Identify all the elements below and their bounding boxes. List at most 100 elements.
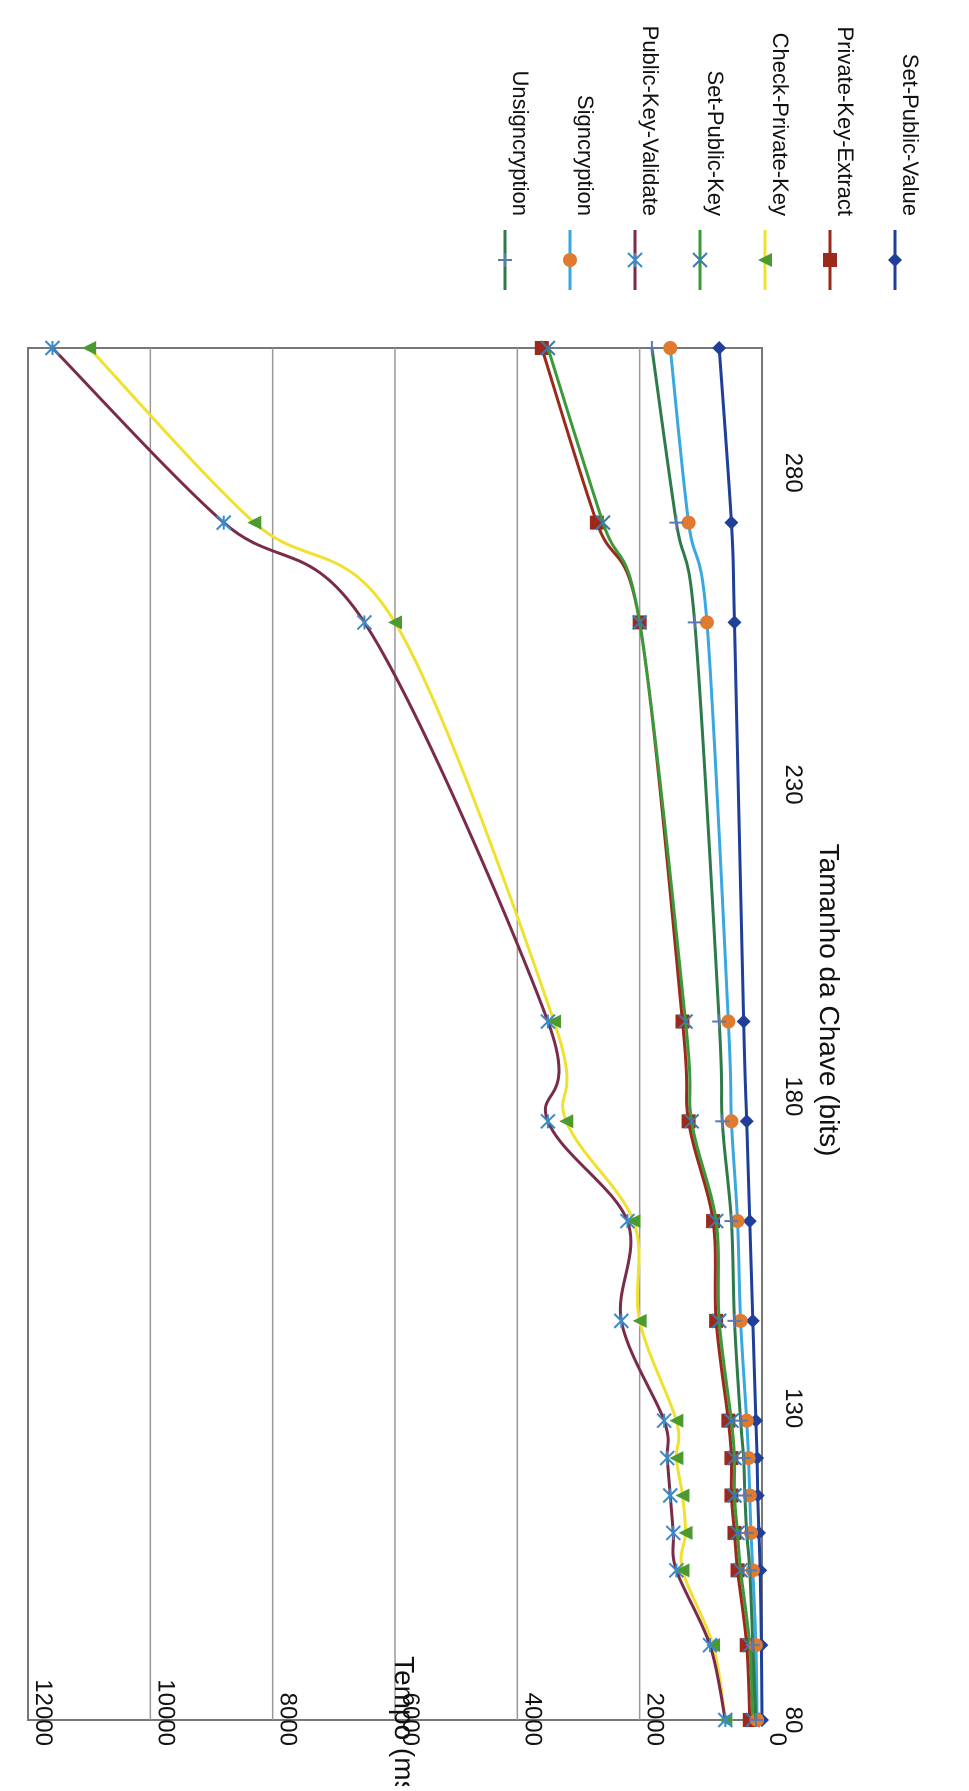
y-tick-label: 6000 bbox=[397, 1693, 424, 1746]
data-point bbox=[737, 1488, 752, 1503]
data-point bbox=[547, 1014, 562, 1029]
legend-item: Check-Private-Key bbox=[758, 33, 793, 290]
data-point bbox=[706, 1638, 721, 1653]
data-point bbox=[669, 515, 684, 530]
data-point bbox=[216, 514, 232, 531]
y-axis-title: Tempo (ms) bbox=[389, 1656, 420, 1786]
legend-marker bbox=[627, 252, 643, 268]
data-point bbox=[711, 1313, 727, 1329]
x-axis-title: Tamanho da Chave (bits) bbox=[814, 844, 845, 1157]
marker-stroke bbox=[540, 340, 556, 356]
legend-label: Signcryption bbox=[573, 95, 598, 216]
x-tick-label: 130 bbox=[780, 1388, 807, 1428]
legend-marker bbox=[498, 253, 512, 267]
x-tick-labels: 80 130 180 230 280 bbox=[780, 453, 807, 1734]
legend-item: Private-Key-Extract bbox=[823, 27, 858, 290]
series-line bbox=[717, 347, 764, 1721]
data-point bbox=[732, 1562, 749, 1579]
data-point bbox=[727, 1313, 742, 1328]
marker-stroke bbox=[683, 1113, 700, 1130]
marker-stroke bbox=[723, 1412, 740, 1429]
series-7 bbox=[644, 341, 763, 1727]
data-point bbox=[662, 1487, 678, 1504]
data-point bbox=[724, 1214, 739, 1229]
legend-label: Public-Key-Validate bbox=[638, 26, 663, 216]
data-point bbox=[626, 1214, 641, 1229]
marker-stroke bbox=[711, 1313, 727, 1329]
data-point bbox=[708, 1213, 724, 1229]
data-point bbox=[721, 1014, 736, 1029]
data-point bbox=[687, 615, 702, 630]
data-point bbox=[748, 1713, 763, 1727]
data-point bbox=[659, 1450, 675, 1466]
data-point bbox=[247, 515, 262, 530]
y-tick-label: 0 bbox=[764, 1733, 791, 1746]
data-point bbox=[540, 340, 556, 356]
legend-label: Set-Public-Value bbox=[898, 54, 923, 216]
marker-stroke bbox=[729, 1525, 746, 1541]
data-point bbox=[712, 1014, 727, 1029]
legend-marker bbox=[692, 252, 708, 268]
series-line bbox=[546, 347, 755, 1721]
legend-item: Unsigncryption bbox=[498, 70, 533, 290]
data-point bbox=[736, 1451, 751, 1466]
marker-stroke bbox=[692, 252, 708, 268]
series-3 bbox=[82, 341, 733, 1727]
data-point bbox=[699, 615, 714, 630]
data-point bbox=[742, 1563, 757, 1578]
data-point bbox=[724, 1451, 739, 1466]
legend-item: Set-Public-Key bbox=[692, 70, 728, 290]
series-line bbox=[650, 347, 758, 1721]
y-tick-label: 8000 bbox=[275, 1693, 302, 1746]
data-point bbox=[745, 1638, 760, 1653]
data-point bbox=[356, 614, 373, 631]
marker-stroke bbox=[631, 614, 648, 631]
marker-stroke bbox=[595, 514, 611, 531]
data-point bbox=[702, 1637, 718, 1653]
data-point bbox=[388, 615, 402, 630]
data-point bbox=[726, 1487, 743, 1504]
legend-marker bbox=[823, 253, 837, 267]
y-tick-label: 4000 bbox=[519, 1693, 546, 1746]
legend-item: Public-Key-Validate bbox=[627, 26, 663, 290]
marker-stroke bbox=[732, 1562, 749, 1579]
y-tick-label: 12000 bbox=[30, 1679, 57, 1746]
legend-label: Unsigncryption bbox=[508, 70, 533, 216]
legend-marker bbox=[758, 253, 772, 267]
data-point bbox=[745, 1313, 760, 1328]
x-tick-label: 80 bbox=[780, 1707, 807, 1734]
legend-marker bbox=[888, 253, 902, 267]
legend-marker bbox=[563, 253, 577, 267]
legend-label: Set-Public-Key bbox=[703, 70, 728, 216]
data-point bbox=[619, 1213, 636, 1229]
data-point bbox=[656, 1412, 672, 1429]
data-point bbox=[683, 1113, 700, 1130]
marker-stroke bbox=[726, 1450, 743, 1466]
data-point bbox=[739, 1525, 754, 1540]
data-point bbox=[677, 1013, 694, 1030]
y-tick-label: 2000 bbox=[642, 1693, 669, 1746]
y-tick-label: 10000 bbox=[152, 1679, 179, 1746]
x-tick-label: 230 bbox=[780, 765, 807, 805]
data-point bbox=[717, 1712, 734, 1728]
legend-label: Private-Key-Extract bbox=[833, 27, 858, 217]
data-point bbox=[729, 1525, 746, 1541]
data-point bbox=[723, 1412, 740, 1429]
data-point bbox=[675, 1563, 690, 1578]
data-point bbox=[595, 514, 611, 531]
data-point bbox=[663, 341, 678, 355]
data-point bbox=[726, 1450, 743, 1466]
series-5 bbox=[44, 340, 734, 1728]
data-point bbox=[712, 341, 727, 355]
data-point bbox=[675, 1488, 690, 1503]
data-point bbox=[715, 1114, 730, 1129]
y-tick-labels: 0 2000 4000 6000 8000 10000 12000 bbox=[30, 1679, 791, 1746]
data-point bbox=[631, 614, 648, 631]
data-point bbox=[678, 1525, 693, 1540]
grid-lines bbox=[149, 348, 641, 1720]
series-4 bbox=[540, 340, 761, 1728]
data-point bbox=[669, 1413, 684, 1428]
series-line bbox=[668, 347, 759, 1721]
data-point bbox=[727, 615, 742, 630]
